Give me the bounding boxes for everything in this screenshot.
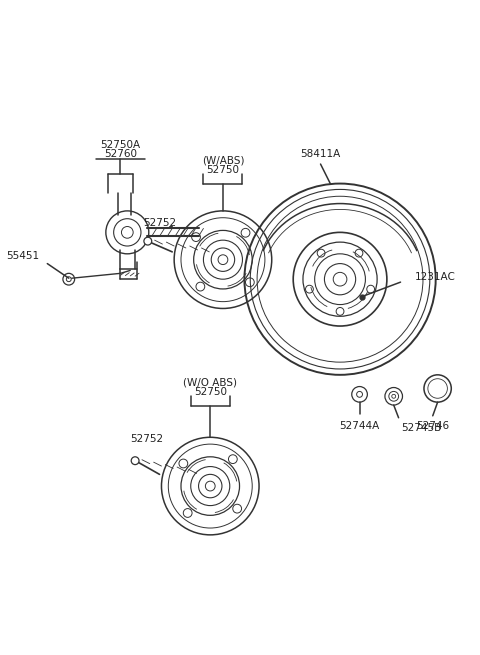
Text: 1231AC: 1231AC xyxy=(415,272,456,282)
Text: 52744A: 52744A xyxy=(339,421,380,430)
Text: 58411A: 58411A xyxy=(300,149,341,159)
Text: 52752: 52752 xyxy=(143,217,176,227)
Text: 52750: 52750 xyxy=(194,387,227,398)
Text: 52745B: 52745B xyxy=(402,422,442,432)
Text: (W/ABS): (W/ABS) xyxy=(202,155,244,165)
Circle shape xyxy=(144,237,152,245)
Text: 52750A: 52750A xyxy=(100,140,141,149)
Text: 52746: 52746 xyxy=(416,421,449,430)
Circle shape xyxy=(131,457,139,464)
Text: 55451: 55451 xyxy=(6,251,39,261)
Text: 52752: 52752 xyxy=(130,434,163,444)
Text: 52760: 52760 xyxy=(104,149,137,159)
Text: (W/O ABS): (W/O ABS) xyxy=(183,378,237,388)
Text: 52750: 52750 xyxy=(206,165,240,175)
